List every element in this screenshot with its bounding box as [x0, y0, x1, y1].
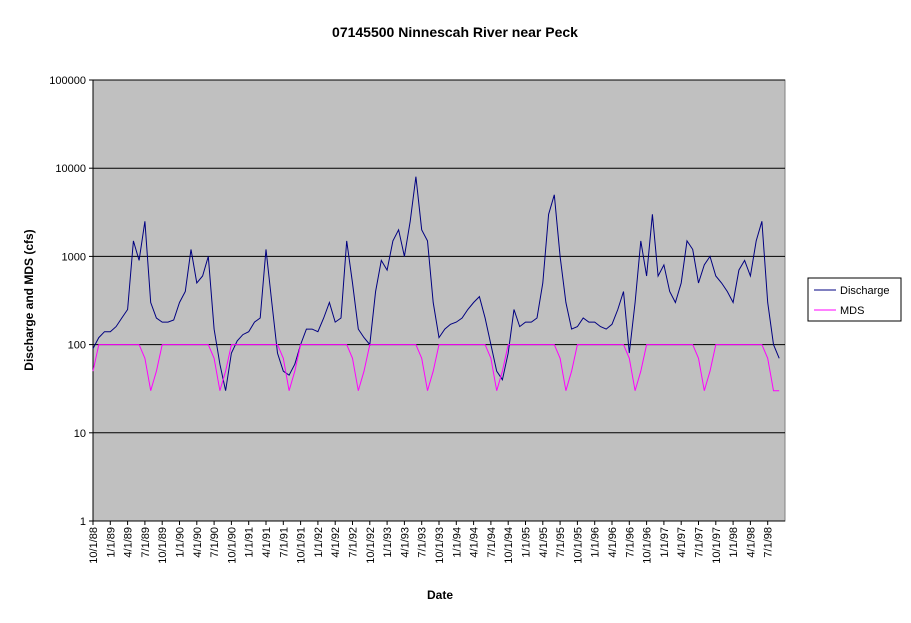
x-tick-label: 1/1/97: [659, 527, 671, 558]
x-tick-label: 7/1/98: [763, 527, 775, 558]
x-tick-label: 1/1/96: [590, 527, 602, 558]
x-tick-label: 10/1/92: [365, 527, 377, 564]
y-tick-label: 100000: [49, 75, 86, 87]
x-tick-label: 7/1/94: [486, 527, 498, 558]
series-line: [92, 176, 780, 391]
x-tick-label: 4/1/93: [399, 527, 411, 558]
x-tick-label: 10/1/90: [226, 527, 238, 564]
x-tick-label: 7/1/96: [624, 527, 636, 558]
plot-area: [92, 79, 786, 522]
x-tick-label: 10/1/88: [88, 527, 100, 564]
x-tick-label: 7/1/89: [140, 527, 152, 558]
series-line: [92, 344, 780, 392]
legend-label: MDS: [840, 305, 864, 317]
x-tick-label: 4/1/98: [745, 527, 757, 558]
x-tick-label: 10/1/91: [296, 527, 308, 564]
x-tick-label: 1/1/93: [382, 527, 394, 558]
y-tick-label: 1000: [62, 251, 86, 263]
x-tick-label: 7/1/91: [278, 527, 290, 558]
x-tick-label: 1/1/94: [451, 527, 463, 558]
y-tick-label: 10000: [55, 163, 86, 175]
x-tick-label: 4/1/91: [261, 527, 273, 558]
x-tick-label: 1/1/92: [313, 527, 325, 558]
x-tick-label: 10/1/97: [711, 527, 723, 564]
y-tick-label: 10: [74, 428, 86, 440]
x-tick-label: 4/1/95: [538, 527, 550, 558]
x-tick-label: 4/1/90: [192, 527, 204, 558]
x-tick-label: 1/1/98: [728, 527, 740, 558]
x-tick-label: 10/1/94: [503, 527, 515, 564]
legend-label: Discharge: [840, 285, 890, 297]
x-tick-label: 4/1/96: [607, 527, 619, 558]
y-tick-label: 1: [80, 516, 86, 528]
x-axis-label: Date: [427, 588, 453, 602]
y-tick-label: 100: [68, 340, 86, 352]
x-tick-label: 4/1/97: [676, 527, 688, 558]
x-tick-label: 1/1/91: [244, 527, 256, 558]
x-tick-label: 7/1/95: [555, 527, 567, 558]
x-tick-label: 4/1/94: [469, 527, 481, 558]
x-tick-label: 1/1/89: [105, 527, 117, 558]
x-tick-label: 7/1/90: [209, 527, 221, 558]
x-tick-label: 1/1/90: [175, 527, 187, 558]
x-tick-label: 10/1/95: [572, 527, 584, 564]
x-tick-label: 10/1/96: [642, 527, 654, 564]
chart-title: 07145500 Ninnescah River near Peck: [332, 24, 578, 40]
x-tick-label: 10/1/89: [157, 527, 169, 564]
x-tick-label: 7/1/92: [348, 527, 360, 558]
y-axis-label: Discharge and MDS (cfs): [22, 229, 36, 370]
legend-box: [807, 277, 902, 322]
x-tick-label: 10/1/93: [434, 527, 446, 564]
x-tick-label: 1/1/95: [521, 527, 533, 558]
x-tick-label: 7/1/93: [417, 527, 429, 558]
x-tick-label: 4/1/89: [123, 527, 135, 558]
x-tick-label: 4/1/92: [330, 527, 342, 558]
x-tick-label: 7/1/97: [694, 527, 706, 558]
